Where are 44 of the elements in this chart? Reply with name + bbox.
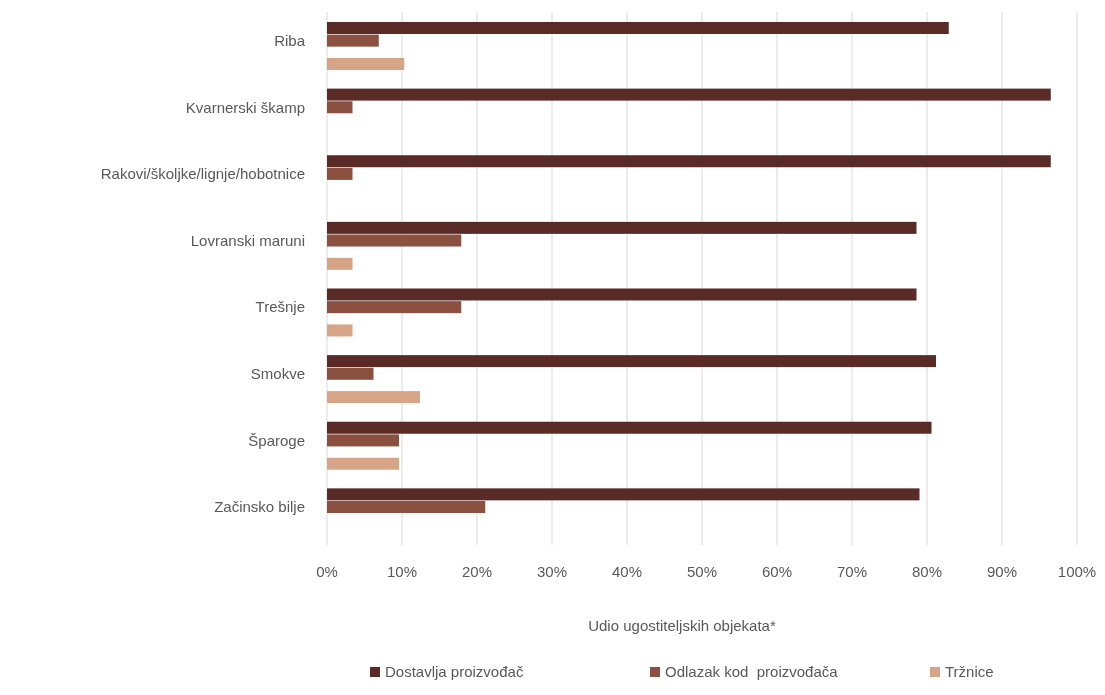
legend-label: Dostavlja proizvođač bbox=[385, 663, 524, 680]
legend-label: Odlazak kod proizvođača bbox=[665, 663, 839, 680]
bar bbox=[327, 21, 949, 34]
x-tick-label: 10% bbox=[386, 563, 418, 580]
x-tick-label: 20% bbox=[461, 563, 493, 580]
bar bbox=[327, 101, 353, 114]
bar bbox=[327, 434, 399, 447]
bar bbox=[327, 501, 486, 514]
y-tick-label: Trešnje bbox=[255, 298, 305, 316]
bar bbox=[327, 57, 405, 70]
x-tick-label: 90% bbox=[986, 563, 1018, 580]
legend-label: Tržnice bbox=[945, 663, 994, 680]
bar bbox=[327, 234, 462, 247]
bar bbox=[327, 257, 353, 270]
y-tick-label: Kvarnerski škamp bbox=[185, 98, 305, 116]
x-axis-title: Udio ugostiteljskih objekata* bbox=[588, 617, 776, 634]
bar bbox=[327, 34, 379, 47]
x-tick-label: 80% bbox=[911, 563, 943, 580]
x-tick-label: 0% bbox=[316, 563, 338, 580]
bar bbox=[327, 391, 420, 404]
y-tick-label: Začinsko bilje bbox=[214, 498, 305, 516]
bar bbox=[327, 367, 374, 380]
x-tick-label: 30% bbox=[536, 563, 568, 580]
y-tick-label: Rakovi/školjke/lignje/hobotnice bbox=[100, 165, 305, 183]
bar bbox=[327, 457, 399, 470]
x-tick-label: 40% bbox=[611, 563, 643, 580]
bar bbox=[327, 301, 462, 314]
bar bbox=[327, 167, 353, 180]
bar bbox=[327, 221, 917, 234]
bar bbox=[327, 88, 1051, 101]
bar bbox=[327, 155, 1051, 168]
y-tick-label: Riba bbox=[274, 31, 306, 49]
y-tick-label: Smokve bbox=[250, 365, 305, 383]
y-tick-label: Šparoge bbox=[248, 431, 305, 449]
x-tick-label: 100% bbox=[1057, 563, 1097, 580]
bar bbox=[327, 288, 917, 301]
bar bbox=[327, 355, 936, 368]
bar bbox=[327, 488, 920, 501]
x-tick-label: 70% bbox=[836, 563, 868, 580]
x-tick-label: 50% bbox=[686, 563, 718, 580]
x-tick-label: 60% bbox=[761, 563, 793, 580]
y-tick-label: Lovranski maruni bbox=[190, 231, 305, 249]
bar bbox=[327, 421, 932, 434]
bar bbox=[327, 324, 353, 337]
